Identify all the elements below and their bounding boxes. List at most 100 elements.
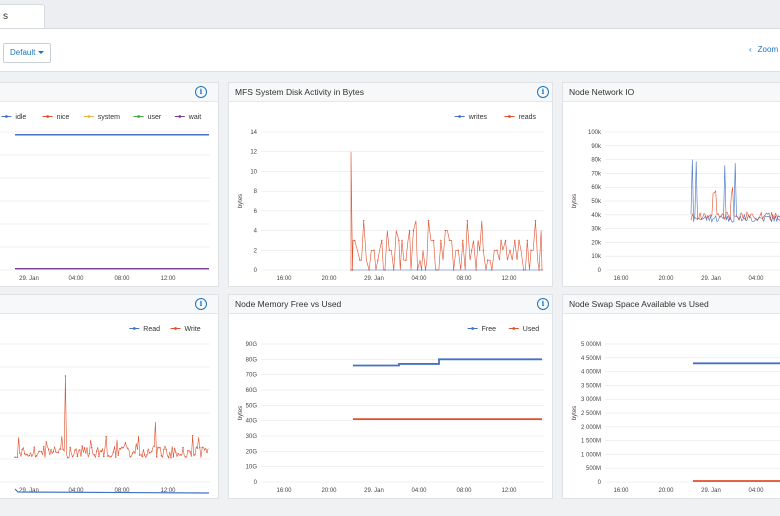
data-point	[482, 249, 484, 251]
data-point	[67, 457, 69, 459]
info-icon[interactable]: i	[537, 86, 549, 98]
y-tick-label: 10G	[246, 465, 258, 471]
data-point	[16, 456, 19, 458]
x-tick-label: 20:00	[321, 488, 337, 494]
x-tick-label: 16:00	[276, 276, 292, 282]
data-point	[98, 455, 100, 458]
data-point	[127, 447, 129, 450]
y-tick-label: 0	[254, 480, 258, 486]
x-tick-label: 29. Jan	[19, 488, 39, 494]
x-tick-label: 12:00	[501, 488, 517, 494]
panel-header: Node Swap Space Available vs Used	[563, 295, 780, 314]
x-tick-label: 29. Jan	[701, 488, 721, 494]
data-point	[500, 239, 502, 242]
data-point	[444, 229, 447, 232]
data-point	[486, 259, 489, 261]
data-point	[124, 442, 127, 444]
x-tick-label: 08:00	[456, 276, 472, 282]
dashboard-dropdown[interactable]: Default	[3, 43, 52, 63]
data-point	[373, 249, 375, 251]
y-tick-label: 40k	[591, 213, 602, 219]
legend-marker	[471, 327, 474, 330]
data-point	[23, 453, 26, 455]
data-point	[151, 450, 153, 453]
x-tick-label: 29. Jan	[364, 488, 384, 494]
x-tick-label: 04:00	[68, 488, 84, 494]
data-point	[117, 454, 119, 456]
y-tick-label: 70k	[591, 171, 602, 177]
data-point	[155, 456, 158, 458]
y-tick-label: 4 500M	[581, 356, 601, 362]
data-point	[172, 456, 175, 458]
legend-label: system	[98, 114, 120, 121]
chart-svg: wait user system nice idle 29. Jan 04:00 08:00 1…	[0, 114, 210, 282]
data-point	[153, 445, 155, 447]
series-write	[14, 375, 209, 459]
data-point	[69, 446, 71, 449]
caret-down-icon	[38, 51, 45, 55]
y-tick-label: 2 000M	[581, 425, 601, 431]
panel-swap: Node Swap Space Available vs Used 0 500M 1 …	[562, 294, 780, 499]
data-point	[103, 455, 105, 458]
legend-label: reads	[519, 114, 537, 121]
panel-disk: MFS System Disk Activity in Bytes i reads w…	[228, 82, 553, 287]
y-axis-label: bytes	[238, 406, 244, 420]
data-point	[71, 455, 74, 458]
y-tick-label: 60G	[246, 388, 258, 394]
x-tick-label: 29. Jan	[701, 276, 721, 282]
data-point	[91, 446, 93, 449]
x-tick-label: 08:00	[114, 276, 130, 282]
data-point	[432, 239, 435, 242]
data-point	[203, 449, 206, 451]
zoom-button[interactable]: ‹ Zoom	[749, 45, 778, 54]
data-point	[388, 249, 390, 251]
tab-bar: s	[0, 0, 780, 29]
series-free	[353, 358, 542, 367]
x-tick-label: 12:00	[160, 276, 176, 282]
data-point	[43, 445, 45, 448]
data-point	[191, 434, 194, 437]
info-icon[interactable]: i	[195, 298, 207, 310]
data-point	[187, 450, 189, 452]
data-point	[88, 452, 91, 455]
data-point	[457, 249, 460, 251]
data-point	[440, 239, 442, 242]
legend-marker	[174, 327, 177, 330]
x-tick-label: 12:00	[160, 488, 176, 494]
tab-dashboard[interactable]: s	[0, 4, 45, 28]
y-tick-label: 30k	[591, 227, 602, 233]
data-point	[28, 454, 31, 457]
data-point	[509, 249, 511, 251]
data-point	[112, 451, 115, 453]
info-icon[interactable]: i	[195, 86, 207, 98]
series-line	[690, 187, 780, 222]
data-point	[35, 455, 38, 457]
legend-label: nice	[57, 114, 70, 121]
y-tick-label: 30G	[246, 434, 258, 440]
data-point	[398, 239, 400, 242]
info-icon[interactable]: i	[537, 298, 549, 310]
x-tick-label: 04:00	[68, 276, 84, 282]
data-point	[427, 220, 430, 222]
panel-header: i	[0, 295, 218, 314]
chart-svg: Write Read 29. Jan 04:00 08:00 12:00	[0, 326, 210, 494]
data-point	[177, 452, 179, 455]
data-point	[95, 450, 98, 452]
data-point	[100, 450, 103, 453]
tab-label: s	[3, 11, 8, 22]
data-point	[448, 239, 451, 242]
y-tick-label: 3 000M	[581, 397, 601, 403]
data-point	[478, 249, 481, 251]
legend-marker	[512, 327, 516, 330]
panel-mem: Node Memory Free vs Used i Used Free 0 10G 20G…	[228, 294, 553, 499]
y-tick-label: 80k	[591, 158, 602, 164]
x-tick-label: 04:00	[411, 276, 427, 282]
series-line	[690, 159, 780, 223]
data-point	[136, 448, 139, 450]
chart-svg: Used Free 0 10G 20G 30G 40G 50G 60G 70G 80G 90G byte…	[238, 326, 544, 494]
data-point	[163, 448, 165, 451]
data-point	[158, 447, 160, 449]
y-tick-label: 12	[250, 150, 257, 156]
data-point	[196, 447, 199, 449]
x-tick-label: 20:00	[658, 276, 674, 282]
